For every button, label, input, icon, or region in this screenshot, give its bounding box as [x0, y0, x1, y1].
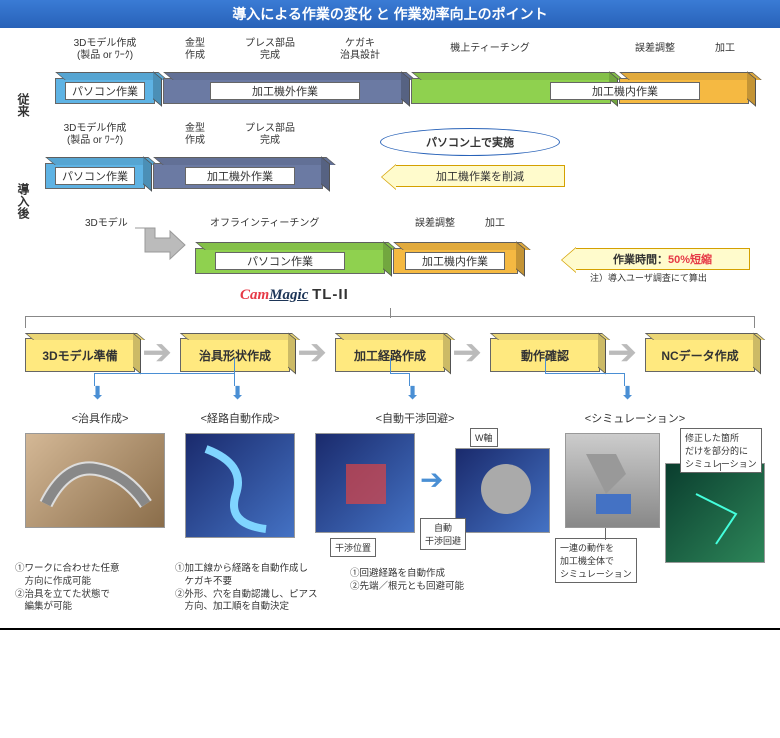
hdr-a2: プレス部品 完成 [230, 123, 310, 147]
logo-cam: Cam [240, 287, 269, 303]
arrow-icon-interf: ➔ [420, 463, 443, 496]
logo-magic: Magic [269, 287, 308, 303]
line-0b [95, 373, 235, 374]
inner-b0: パソコン作業 [65, 82, 145, 100]
callout-auto: 自動 干渉回避 [420, 518, 466, 550]
hdr-b0: 3Dモデル作成 (製品 or ﾜｰｸ) [60, 38, 150, 62]
logo-tl: TL-II [312, 286, 349, 303]
title-banner: 導入による作業の変化 と 作業効率向上のポイント [0, 0, 780, 28]
leader-sim1 [605, 528, 606, 540]
hdr-b6: 加工 [700, 43, 750, 55]
callout-interf: 干渉位置 [330, 538, 376, 557]
desc-1: ①加工線から経路を自動作成し ケガキ不要 ②外形、穴を自動認識し、ピアス 方向、… [175, 563, 345, 614]
hdr-b2: プレス部品 完成 [230, 38, 310, 62]
line-2a [390, 358, 391, 373]
down-arrow-3: ⬇ [620, 383, 635, 404]
inner-a0: パソコン作業 [55, 167, 135, 185]
timeline-section: 従来 3Dモデル作成 (製品 or ﾜｰｸ) 金型 作成 プレス部品 完成 ケガ… [0, 38, 780, 358]
product-logo: CamMagic TL-II [240, 286, 349, 304]
arrow-50-red: 50%短縮 [668, 251, 712, 267]
desc-2: ①回避経路を自動作成 ②先端／根元とも回避可能 [350, 568, 520, 594]
callout-waxis: W軸 [470, 428, 498, 447]
arrow-reduce: 加工機作業を削減 [395, 165, 565, 187]
line-3b [545, 373, 625, 374]
hdr-b3: ケガキ 治具設計 [320, 38, 400, 62]
hdr-b5: 誤差調整 [620, 43, 690, 55]
arrow-50: 作業時間：50%短縮 [575, 248, 750, 270]
ellipse-pc: パソコン上で実施 [380, 128, 560, 156]
thumb-interf-1 [315, 433, 415, 533]
hdr-b1: 金型 作成 [165, 38, 225, 62]
hdr-c1: 誤差調整 [400, 218, 470, 230]
detail-title-1: <経路自動作成> [180, 410, 300, 426]
thumb-sim-1 [565, 433, 660, 528]
line-0c [94, 373, 95, 386]
arrow-50-text: 作業時間： [613, 251, 668, 267]
down-arrow-2: ⬇ [405, 383, 420, 404]
gray-arrow-icon [130, 223, 190, 263]
line-2c [409, 373, 410, 386]
down-arrow-1: ⬇ [230, 383, 245, 404]
thumb-sim-2 [665, 463, 765, 563]
arrow-icon-2: ➔ [452, 331, 482, 373]
thumb-jig [25, 433, 165, 528]
hdr-a0: 3Dモデル作成 (製品 or ﾜｰｸ) [50, 123, 140, 147]
inner-b2: 加工機内作業 [550, 82, 700, 100]
bottom-rule [0, 628, 780, 630]
lbl-3dmodel: 3Dモデル [85, 218, 128, 230]
line-3a [545, 358, 546, 373]
step-1: 治具形状作成 [180, 338, 290, 372]
line-2b [390, 373, 410, 374]
bracket-stem [390, 308, 391, 318]
detail-title-3: <シミュレーション> [570, 410, 700, 426]
arrow-icon-1: ➔ [297, 331, 327, 373]
callout-sim-1: 一連の動作を 加工機全体で シミュレーション [555, 538, 637, 583]
note-50: 注）導入ユーザ調査にて算出 [590, 273, 707, 284]
detail-title-2: <自動干渉回避> [350, 410, 480, 426]
line-3c [624, 373, 625, 386]
detail-title-0: <治具作成> [50, 410, 150, 426]
hdr-a1: 金型 作成 [165, 123, 225, 147]
label-after: 導入後 [15, 183, 32, 219]
hdr-c2: 加工 [470, 218, 520, 230]
inner-c1: 加工機内作業 [405, 252, 505, 270]
line-1 [234, 358, 235, 386]
step-0: 3Dモデル準備 [25, 338, 135, 372]
thumb-interf-2 [455, 448, 550, 533]
leader-sim2 [720, 463, 721, 471]
step-4: NCデータ作成 [645, 338, 755, 372]
arrow-icon-0: ➔ [142, 331, 172, 373]
inner-a1: 加工機外作業 [185, 167, 295, 185]
inner-b1: 加工機外作業 [210, 82, 360, 100]
down-arrow-0: ⬇ [90, 383, 105, 404]
arrow-icon-3: ➔ [607, 331, 637, 373]
hdr-b4: 機上ティーチング [430, 43, 550, 55]
label-before: 従来 [15, 93, 32, 117]
inner-c0: パソコン作業 [215, 252, 345, 270]
hdr-c0: オフラインティーチング [210, 218, 350, 230]
thumb-path [185, 433, 295, 538]
desc-0: ①ワークに合わせた任意 方向に作成可能 ②治具を立てた状態で 編集が可能 [15, 563, 170, 614]
